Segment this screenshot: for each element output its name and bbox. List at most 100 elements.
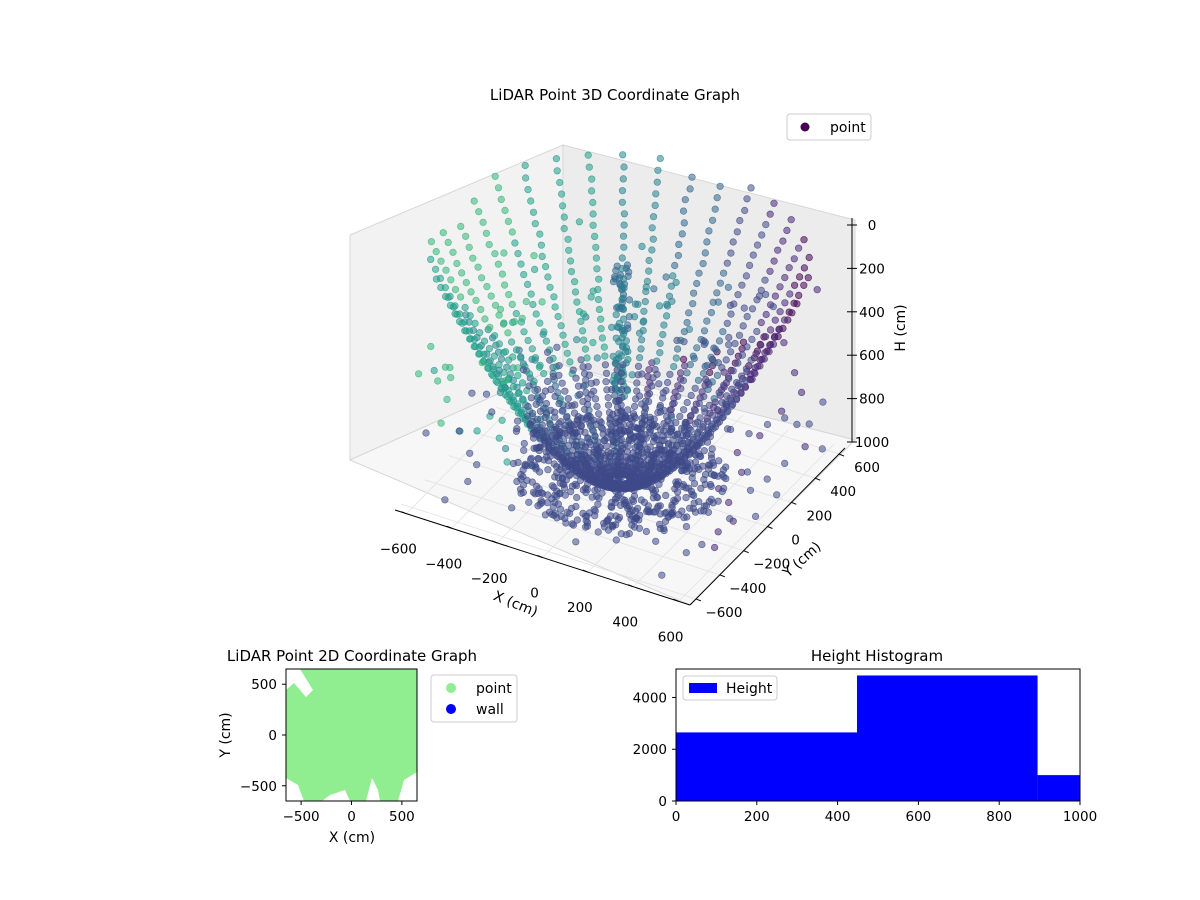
cloud-point xyxy=(456,310,464,318)
cloud-point xyxy=(658,460,666,469)
cloud-point xyxy=(695,269,703,277)
cloud-point xyxy=(536,319,544,327)
cloud-point xyxy=(567,268,576,276)
cloud-point xyxy=(662,491,670,500)
cloud-point xyxy=(551,413,559,421)
z-tick-label-3d: 800 xyxy=(859,392,885,408)
cloud-point xyxy=(672,354,680,362)
cloud-point xyxy=(640,416,649,424)
cloud-point xyxy=(753,296,761,304)
cloud-point xyxy=(756,432,764,440)
cloud-point xyxy=(704,461,713,469)
cloud-point xyxy=(531,354,540,362)
cloud-point xyxy=(521,174,530,182)
cloud-point xyxy=(615,513,624,522)
cloud-point xyxy=(711,205,719,213)
cloud-point xyxy=(642,507,651,516)
cloud-point xyxy=(732,390,740,398)
cloud-point xyxy=(520,439,528,448)
cloud-point xyxy=(735,380,743,388)
y-ticks-3d: −600 −400 −2000 200 400 600 xyxy=(695,453,880,621)
cloud-point xyxy=(627,515,635,523)
cloud-point xyxy=(476,329,484,337)
cloud-point xyxy=(630,402,639,411)
histogram-bar xyxy=(676,732,857,801)
cloud-point xyxy=(552,436,560,445)
cloud-point xyxy=(542,409,551,417)
cloud-point xyxy=(469,254,477,262)
cloud-point xyxy=(604,526,613,534)
cloud-point xyxy=(638,400,646,408)
cloud-point xyxy=(694,376,703,384)
cloud-point xyxy=(488,408,496,416)
cloud-point xyxy=(725,341,733,349)
cloud-point xyxy=(766,267,774,275)
cloud-point xyxy=(534,502,542,510)
cloud-point xyxy=(637,336,646,344)
cloud-point xyxy=(695,399,703,407)
cloud-point xyxy=(465,243,473,251)
cloud-point xyxy=(672,278,680,287)
cloud-point xyxy=(819,398,827,406)
cloud-point xyxy=(655,480,663,488)
cloud-point xyxy=(746,486,755,494)
legend-histogram: Height xyxy=(682,675,778,701)
cloud-point xyxy=(541,263,550,271)
cloud-point xyxy=(763,420,772,429)
cloud-point xyxy=(495,361,503,369)
x-ticks-3d: −600 −400 −200 0 200 400 600 xyxy=(380,511,684,645)
cloud-point xyxy=(558,407,566,415)
cloud-point xyxy=(519,396,527,404)
cloud-point xyxy=(619,315,628,323)
cloud-point xyxy=(715,389,723,397)
cloud-point xyxy=(551,392,559,401)
cloud-point xyxy=(637,461,645,469)
cloud-point xyxy=(569,429,577,437)
cloud-point xyxy=(479,218,487,226)
hist-x-tick-label: 400 xyxy=(825,809,851,825)
cloud-point xyxy=(558,202,567,210)
cloud-point xyxy=(493,378,502,387)
cloud-point xyxy=(654,471,663,479)
cloud-point xyxy=(586,413,594,421)
cloud-point xyxy=(624,347,632,356)
x-tick-mark-3d xyxy=(446,525,452,529)
cloud-point xyxy=(618,386,626,394)
cloud-point xyxy=(617,401,625,409)
legend-3d-label: point xyxy=(830,120,866,136)
z-tick-label-3d: 1000 xyxy=(855,435,889,451)
cloud-point xyxy=(766,326,775,334)
cloud-point xyxy=(502,445,510,453)
cloud-point xyxy=(519,406,527,414)
cloud-point xyxy=(691,407,700,415)
cloud-point xyxy=(584,151,592,159)
cloud-point xyxy=(708,216,717,224)
cloud-point xyxy=(566,358,574,366)
cloud-point xyxy=(725,498,733,507)
cloud-point xyxy=(542,448,550,456)
cloud-point xyxy=(693,442,701,450)
cloud-point xyxy=(528,345,536,353)
cloud-point xyxy=(691,508,700,516)
cloud-point xyxy=(495,340,503,348)
cloud-point xyxy=(713,371,722,380)
cloud-point xyxy=(680,514,688,522)
cloud-point xyxy=(498,270,507,278)
cloud-point xyxy=(532,465,540,473)
cloud-point xyxy=(705,227,713,235)
cloud-point xyxy=(600,519,608,527)
cloud-point xyxy=(577,422,586,430)
cloud-point xyxy=(676,412,684,421)
cloud-point xyxy=(742,365,751,373)
cloud-point xyxy=(653,357,661,365)
cloud-point xyxy=(518,379,527,387)
cloud-point xyxy=(794,244,803,252)
cloud-point xyxy=(781,414,789,422)
cloud-point xyxy=(560,213,568,221)
cloud-point xyxy=(700,476,708,484)
cloud-point xyxy=(511,239,519,247)
cloud-point xyxy=(738,351,747,359)
cloud-point xyxy=(528,409,537,418)
cloud-point xyxy=(566,470,574,478)
cloud-point xyxy=(681,196,689,204)
